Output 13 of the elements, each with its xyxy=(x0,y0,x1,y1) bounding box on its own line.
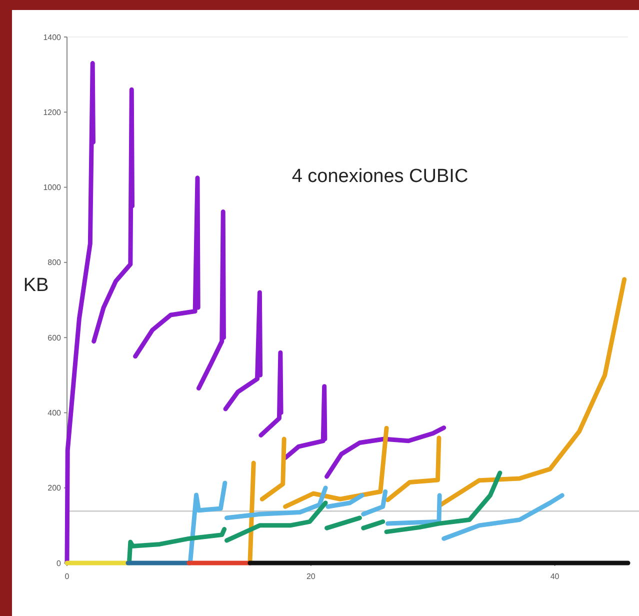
y-tick-label: 400 xyxy=(48,408,62,418)
y-tick-label: 1400 xyxy=(43,32,62,42)
x-tick-label: 20 xyxy=(306,572,316,581)
y-tick-label: 0 xyxy=(56,558,62,568)
x-tick-label: 0 xyxy=(64,572,70,581)
y-tick-label: 800 xyxy=(48,258,62,268)
y-tick-label: 200 xyxy=(48,484,62,493)
y-tick-label: 1200 xyxy=(43,108,62,117)
text: 4 conexiones CUBIC xyxy=(292,166,468,187)
y-axis-title: KB xyxy=(23,275,49,296)
x-tick-label: 40 xyxy=(550,572,560,581)
y-tick-label: 600 xyxy=(48,333,62,342)
y-tick-label: 1000 xyxy=(43,183,62,192)
